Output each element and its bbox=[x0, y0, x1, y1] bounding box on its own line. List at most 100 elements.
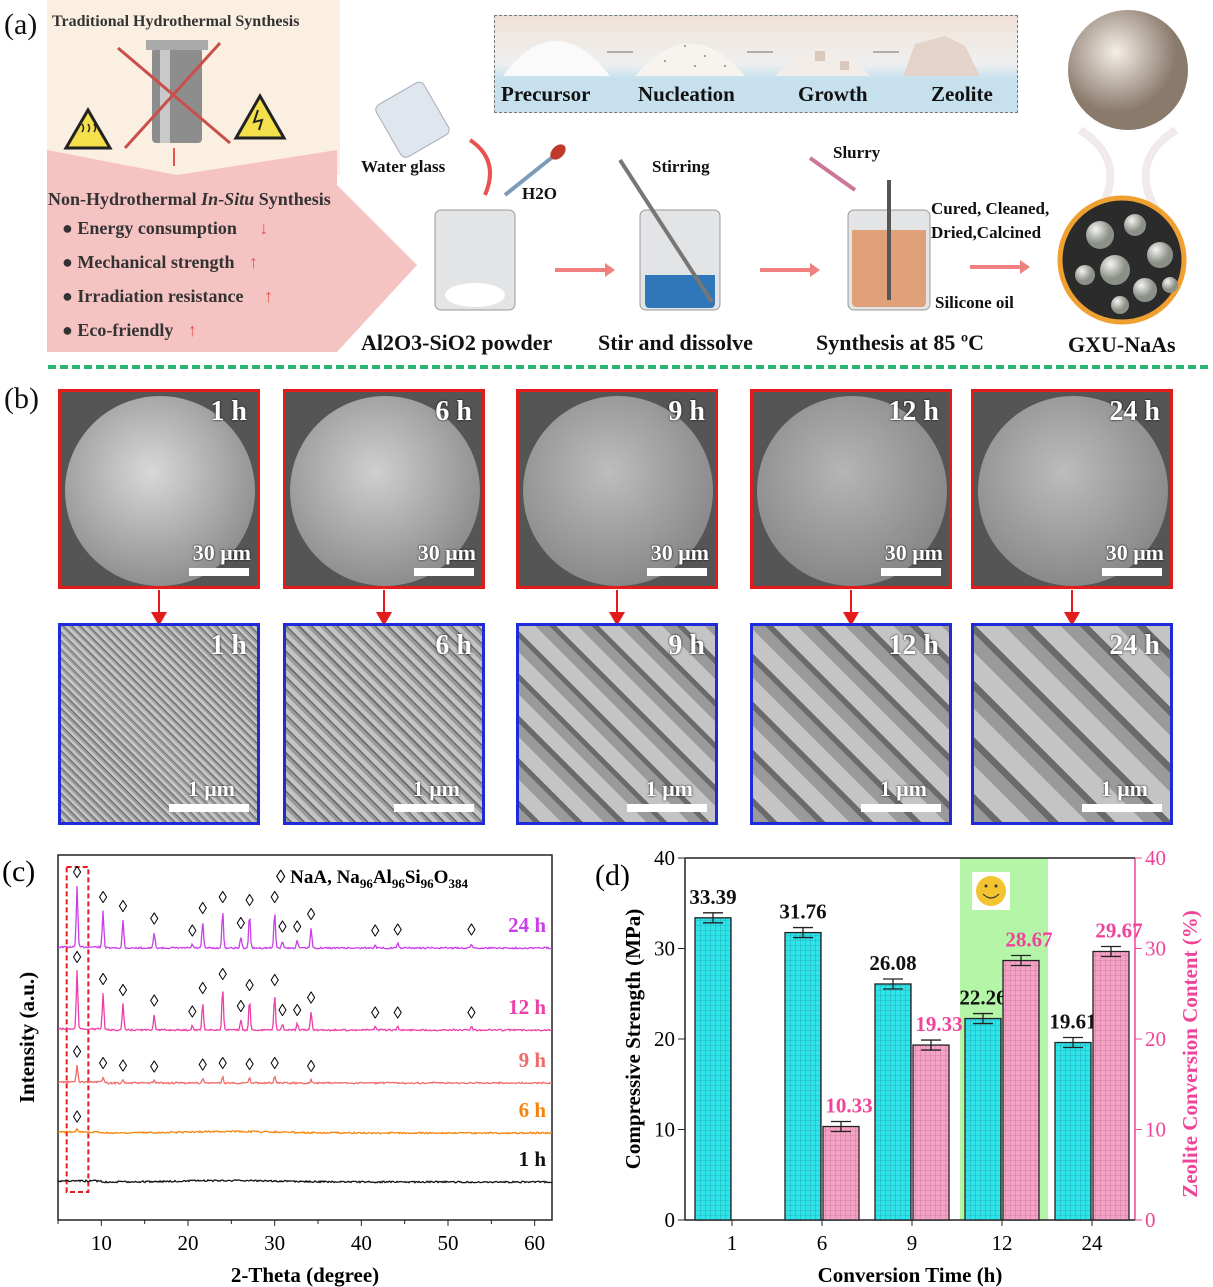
arrow-down-icon bbox=[376, 590, 392, 626]
scale-label: 1 μm bbox=[412, 776, 460, 801]
legend-text: ◊ NaA, Na96Al96Si96O384 bbox=[276, 867, 468, 891]
x-tick-label: 10 bbox=[91, 1231, 112, 1255]
series-label: 6 h bbox=[519, 1098, 547, 1122]
xrd-trace-9h bbox=[57, 1065, 553, 1085]
scale-label: 1 μm bbox=[1100, 776, 1148, 801]
y-axis-title: Intensity (a.u.) bbox=[15, 972, 39, 1103]
peak-marker-diamond: ◊ bbox=[150, 992, 159, 1011]
sem-low-mag-12h: 12 h 30 μm bbox=[750, 389, 952, 589]
peak-marker-diamond: ◊ bbox=[73, 948, 82, 967]
peak-marker-diamond: ◊ bbox=[467, 1003, 476, 1022]
x-tick-label: 9 bbox=[907, 1231, 918, 1255]
peak-marker-diamond: ◊ bbox=[237, 997, 246, 1016]
error-bar bbox=[1101, 945, 1121, 958]
benefit-text: Irradiation resistance bbox=[77, 286, 244, 306]
trend-arrow: ↓ bbox=[259, 218, 269, 238]
stages-illustration bbox=[503, 36, 980, 76]
data-label: 22.26 bbox=[959, 986, 1006, 1010]
synthesis-reactor-icon bbox=[808, 156, 931, 311]
trend-arrow: ↑ bbox=[249, 252, 259, 272]
y-tick-label: 20 bbox=[654, 1027, 675, 1051]
data-label: 10.33 bbox=[825, 1094, 872, 1118]
non-hydro-title: Non-Hydrothermal In-Situ Synthesis bbox=[48, 189, 331, 210]
scale-bar bbox=[647, 568, 707, 576]
bar-conversion bbox=[822, 1125, 860, 1221]
panel-b-label: (b) bbox=[4, 382, 39, 415]
peak-marker-diamond: ◊ bbox=[218, 1054, 227, 1073]
scale-bar bbox=[861, 804, 941, 812]
sem-low-mag-6h: 6 h 30 μm bbox=[283, 389, 485, 589]
scale-bar bbox=[169, 804, 249, 812]
peak-marker-diamond: ◊ bbox=[307, 905, 316, 924]
peak-marker-diamond: ◊ bbox=[307, 988, 316, 1007]
error-bar bbox=[793, 926, 813, 939]
sem-high-mag-12h: 12 h 1 μm bbox=[750, 623, 952, 825]
step-product: GXU-NaAs bbox=[1068, 332, 1176, 357]
y2-tick-label: 40 bbox=[1145, 846, 1166, 870]
sem-high-mag-24h: 24 h 1 μm bbox=[971, 623, 1173, 825]
y2-tick-label: 10 bbox=[1145, 1118, 1166, 1142]
peak-marker-diamond: ◊ bbox=[99, 970, 108, 989]
bar-strength bbox=[874, 983, 912, 1221]
x-tick-label: 30 bbox=[264, 1231, 285, 1255]
peak-marker-diamond: ◊ bbox=[371, 1003, 380, 1022]
stage-zeolite: Zeolite bbox=[931, 82, 993, 106]
peak-marker-diamond: ◊ bbox=[245, 891, 254, 910]
benefit-text: Eco-friendly bbox=[77, 320, 174, 340]
trend-arrow: ↑ bbox=[264, 286, 274, 306]
peak-marker-diamond: ◊ bbox=[188, 1003, 197, 1022]
peak-marker-diamond: ◊ bbox=[188, 921, 197, 940]
stirring-label: Stirring bbox=[652, 157, 710, 176]
data-label: 26.08 bbox=[869, 951, 916, 975]
title-italic: In-Situ bbox=[201, 189, 255, 209]
data-label: 29.67 bbox=[1095, 918, 1142, 942]
peak-marker-diamond: ◊ bbox=[199, 1056, 208, 1075]
peak-marker-diamond: ◊ bbox=[119, 1056, 128, 1075]
bar-conversion bbox=[912, 1044, 950, 1221]
step-powder: Al2O3-SiO2 powder bbox=[361, 330, 553, 355]
scale-label: 1 μm bbox=[879, 776, 927, 801]
peak-marker-diamond: ◊ bbox=[307, 1057, 316, 1076]
water-glass-beaker-icon bbox=[375, 81, 450, 158]
pour-arrow-icon bbox=[468, 138, 492, 196]
microsphere bbox=[290, 396, 480, 586]
peak-marker-diamond: ◊ bbox=[237, 914, 246, 933]
microsphere bbox=[757, 396, 947, 586]
slurry-label: Slurry bbox=[833, 143, 881, 162]
bar-strength bbox=[1054, 1041, 1092, 1221]
peak-marker-diamond: ◊ bbox=[218, 888, 227, 907]
benefit-item: ● Eco-friendly ↑ bbox=[62, 320, 197, 340]
x-tick-label: 1 bbox=[727, 1231, 738, 1255]
panel-d-label: (d) bbox=[595, 859, 630, 892]
peak-marker-diamond: ◊ bbox=[278, 1001, 287, 1020]
error-bar bbox=[831, 1120, 851, 1133]
stage-growth: Growth bbox=[798, 82, 868, 106]
peak-marker-diamond: ◊ bbox=[150, 1058, 159, 1077]
peak-marker-diamond: ◊ bbox=[73, 1043, 82, 1062]
arrow-down-icon bbox=[151, 590, 167, 626]
y-tick-label: 10 bbox=[654, 1118, 675, 1142]
error-bar bbox=[973, 1012, 993, 1025]
x-tick-label: 24 bbox=[1082, 1231, 1104, 1255]
panel-c-label: (c) bbox=[2, 855, 35, 888]
error-bar bbox=[921, 1039, 941, 1051]
x-tick-label: 6 bbox=[817, 1231, 828, 1255]
error-bar bbox=[883, 978, 903, 990]
h2o-label: H2O bbox=[522, 184, 557, 203]
benefit-text: Mechanical strength bbox=[77, 252, 235, 272]
peak-marker-diamond: ◊ bbox=[73, 1108, 82, 1127]
smiley-eye bbox=[984, 884, 988, 888]
peak-marker-diamond: ◊ bbox=[371, 921, 380, 940]
scale-label: 30 μm bbox=[1105, 540, 1164, 565]
scale-bar bbox=[1102, 568, 1162, 576]
y2-tick-label: 0 bbox=[1145, 1208, 1156, 1232]
sem-high-mag-9h: 9 h 1 μm bbox=[516, 623, 718, 825]
panel-divider bbox=[48, 365, 1208, 369]
stage-nucleation: Nucleation bbox=[638, 82, 735, 106]
smiley-eye bbox=[994, 884, 998, 888]
y2-tick-label: 20 bbox=[1145, 1027, 1166, 1051]
autoclave-illustration bbox=[63, 40, 287, 166]
series-label: 12 h bbox=[508, 995, 546, 1019]
error-bar bbox=[1063, 1036, 1083, 1049]
data-label: 33.39 bbox=[689, 885, 736, 909]
